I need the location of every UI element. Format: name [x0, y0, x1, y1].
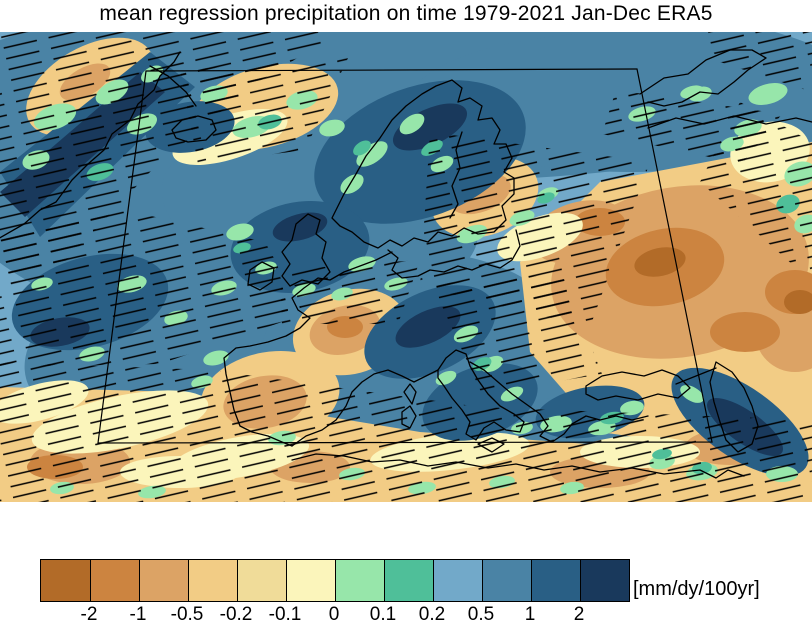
colorbar-tick-label: -0.1	[268, 604, 302, 625]
colorbar-tick-labels: -2 -1 -0.5 -0.2 -0.1 0 0.1 0.2 0.5 1 2	[40, 604, 630, 628]
darkest-orange-spots	[634, 247, 812, 314]
colorbar-cell	[482, 560, 531, 601]
colorbar-tick-label: 2	[573, 604, 585, 625]
colorbar-cell	[384, 560, 433, 601]
colorbar-cell	[90, 560, 139, 601]
colorbar-unit-label: [mm/dy/100yr]	[633, 578, 760, 600]
colorbar-cell	[335, 560, 384, 601]
colorbar-cell	[286, 560, 335, 601]
colorbar	[40, 559, 630, 602]
colorbar-cell	[531, 560, 580, 601]
colorbar-tick-label: 0.5	[467, 604, 495, 625]
precipitation-trend-map	[0, 32, 812, 502]
colorbar-cell	[188, 560, 237, 601]
colorbar-tick-label: -2	[80, 604, 98, 625]
coastlines	[0, 49, 812, 479]
map-canvas	[0, 32, 812, 502]
colorbar-tick-label: -1	[129, 604, 147, 625]
colorbar-tick-label: 0.1	[369, 604, 397, 625]
colorbar-cell	[41, 560, 90, 601]
colorbar-cell	[580, 560, 629, 601]
map-layers	[0, 32, 812, 502]
subdomain-boundary-box	[97, 68, 713, 444]
colorbar-tick-label: 0	[328, 604, 340, 625]
colorbar-tick-label: 0.2	[418, 604, 446, 625]
colorbar-tick-label: 1	[524, 604, 536, 625]
colorbar-cell	[139, 560, 188, 601]
colorbar-tick-label: -0.2	[219, 604, 253, 625]
colorbar-cell	[433, 560, 482, 601]
colorbar-cell	[237, 560, 286, 601]
colorbar-tick-label: -0.5	[170, 604, 204, 625]
chart-title: mean regression precipitation on time 19…	[99, 2, 713, 25]
